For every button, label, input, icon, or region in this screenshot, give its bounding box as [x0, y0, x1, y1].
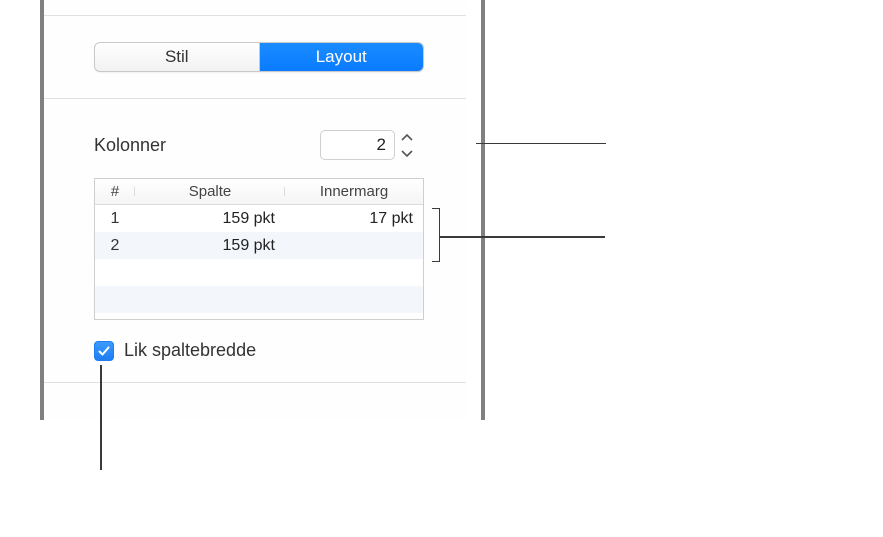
tab-layout[interactable]: Layout	[260, 43, 424, 71]
stepper-down[interactable]	[398, 145, 416, 160]
divider	[44, 98, 466, 99]
callout-bracket	[432, 208, 440, 262]
inspector-panel: Stil Layout Kolonner	[40, 0, 485, 420]
col-header-spalte[interactable]: Spalte	[135, 183, 285, 200]
equal-width-row: Lik spaltebredde	[94, 340, 256, 361]
cell-spalte: 159 pkt	[135, 237, 285, 255]
inspector-scroll-area: Stil Layout Kolonner	[44, 0, 466, 420]
col-header-innermarg[interactable]: Innermarg	[285, 183, 423, 200]
cell-innermarg: 17 pkt	[285, 210, 423, 228]
table-header-row: # Spalte Innermarg	[95, 179, 423, 205]
cell-index: 1	[95, 210, 135, 228]
table-body: 1 159 pkt 17 pkt 2 159 pkt	[95, 205, 423, 313]
divider	[44, 15, 466, 16]
table-row	[95, 286, 423, 313]
columns-stepper	[398, 130, 416, 160]
cell-spalte: 159 pkt	[135, 210, 285, 228]
stepper-up[interactable]	[398, 130, 416, 145]
columns-table: # Spalte Innermarg 1 159 pkt 17 pkt 2 15…	[94, 178, 424, 320]
chevron-down-icon	[401, 149, 413, 157]
col-header-index[interactable]: #	[95, 183, 135, 200]
cell-index: 2	[95, 237, 135, 255]
divider	[44, 382, 466, 383]
table-row[interactable]: 2 159 pkt	[95, 232, 423, 259]
table-row[interactable]: 1 159 pkt 17 pkt	[95, 205, 423, 232]
check-icon	[97, 344, 111, 358]
callout-line	[476, 143, 606, 144]
tab-layout-label: Layout	[316, 47, 367, 67]
tab-stil[interactable]: Stil	[95, 43, 260, 71]
equal-width-checkbox[interactable]	[94, 341, 114, 361]
columns-count-input[interactable]	[320, 130, 395, 160]
columns-row: Kolonner	[94, 128, 416, 162]
tab-stil-label: Stil	[165, 47, 189, 67]
columns-stepper-group	[320, 130, 416, 160]
equal-width-label: Lik spaltebredde	[124, 340, 256, 361]
chevron-up-icon	[401, 134, 413, 142]
columns-label: Kolonner	[94, 135, 166, 156]
table-row	[95, 259, 423, 286]
style-layout-segmented: Stil Layout	[94, 42, 424, 72]
